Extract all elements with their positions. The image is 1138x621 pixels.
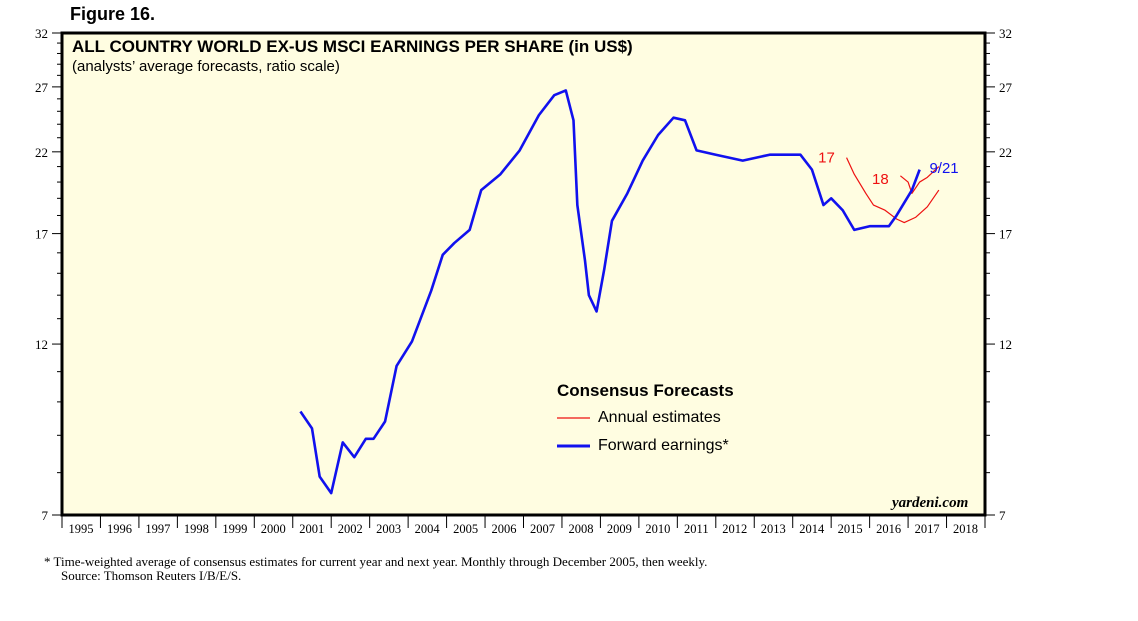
- y-tick-label-left: 27: [35, 80, 49, 95]
- footnote: * Time-weighted average of consensus est…: [44, 555, 707, 583]
- x-tick-label: 1999: [222, 522, 247, 536]
- x-tick-label: 2010: [645, 522, 670, 536]
- x-tick-label: 2005: [453, 522, 478, 536]
- y-tick-label-right: 27: [999, 80, 1013, 95]
- x-tick-label: 2016: [876, 522, 901, 536]
- x-tick-label: 2007: [530, 522, 555, 536]
- x-tick-label: 2008: [568, 522, 593, 536]
- y-tick-label-left: 17: [35, 227, 49, 242]
- x-tick-label: 2013: [761, 522, 786, 536]
- footnote-text: * Time-weighted average of consensus est…: [44, 554, 708, 569]
- x-tick-label: 2011: [684, 522, 709, 536]
- x-tick-label: 2006: [492, 522, 517, 536]
- x-tick-label: 2015: [838, 522, 863, 536]
- legend-forward: Forward earnings*: [598, 437, 729, 454]
- series-label: 18: [872, 171, 889, 188]
- y-tick-label-right: 17: [999, 227, 1013, 242]
- x-tick-label: 2012: [722, 522, 747, 536]
- x-tick-label: 2002: [338, 522, 363, 536]
- y-tick-label-left: 32: [35, 26, 48, 41]
- source-text: Source: Thomson Reuters I/B/E/S.: [61, 568, 242, 583]
- brand-watermark: yardeni.com: [892, 495, 969, 511]
- series-line-forward-earnings: [299, 89, 921, 495]
- x-tick-label: 2018: [953, 522, 978, 536]
- figure-label: Figure 16.: [70, 4, 156, 24]
- legend-annual: Annual estimates: [598, 409, 721, 426]
- x-tick-label: 2000: [261, 522, 286, 536]
- x-tick-label: 1996: [107, 522, 132, 536]
- chart-subtitle: (analysts’ average forecasts, ratio scal…: [72, 58, 340, 75]
- series-line-annual-estimates: [846, 157, 940, 224]
- series-line-annual-estimates: [900, 166, 940, 194]
- x-tick-label: 1998: [184, 522, 209, 536]
- x-tick-label: 2004: [415, 522, 441, 536]
- y-tick-label-right: 7: [999, 508, 1006, 523]
- legend-title: Consensus Forecasts: [557, 381, 734, 400]
- x-tick-label: 2014: [799, 522, 825, 536]
- x-tick-label: 2001: [299, 522, 324, 536]
- x-tick-label: 1995: [69, 522, 94, 536]
- plot-area: [60, 31, 987, 517]
- y-tick-label-left: 22: [35, 145, 48, 160]
- series-label: 9/21: [929, 160, 958, 177]
- x-tick-label: 1997: [145, 522, 170, 536]
- x-tick-label: 2017: [915, 522, 940, 536]
- x-tick-label: 2003: [376, 522, 401, 536]
- y-tick-label-right: 22: [999, 145, 1012, 160]
- series-label: 17: [818, 150, 835, 167]
- y-tick-label-right: 32: [999, 26, 1012, 41]
- chart-title: ALL COUNTRY WORLD EX-US MSCI EARNINGS PE…: [72, 37, 633, 56]
- x-tick-label: 2009: [607, 522, 632, 536]
- y-tick-label-right: 12: [999, 337, 1012, 352]
- y-tick-label-left: 12: [35, 337, 48, 352]
- y-tick-label-left: 7: [42, 508, 49, 523]
